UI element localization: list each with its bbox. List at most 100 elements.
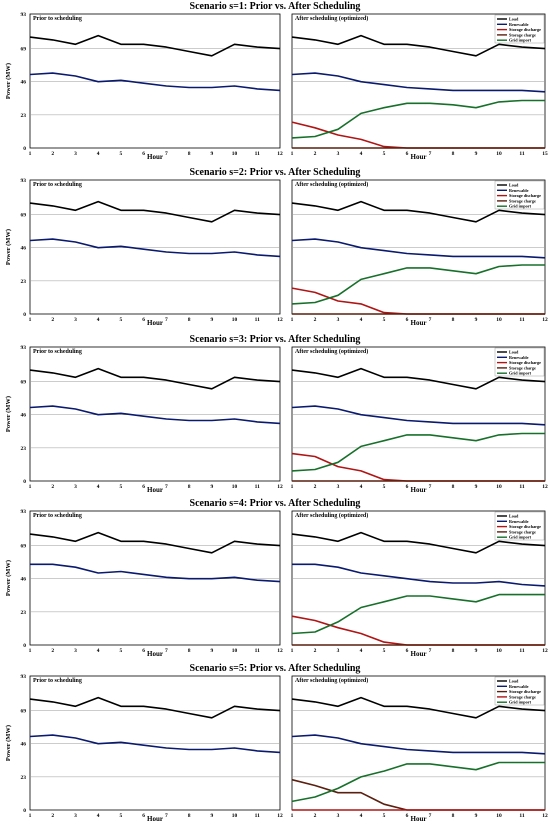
panel-title: After scheduling (optimized) [295, 15, 368, 22]
x-tick-label: 2 [51, 813, 54, 819]
scenario-title: Scenario s=3: Prior vs. After Scheduling [190, 334, 361, 345]
legend-label: Grid import [509, 700, 532, 705]
series-line-grid-import [291, 99, 545, 139]
y-tick-label: 46 [21, 80, 27, 86]
y-tick-label: 23 [21, 446, 27, 452]
after-panel: 1 2 3 4 5 6 7 8 9 10 11 15 Hour After scheduling (opt… [291, 13, 548, 161]
x-tick-label: 5 [120, 484, 123, 490]
x-tick-label: 9 [475, 151, 478, 157]
x-tick-label: 4 [360, 484, 363, 490]
series-line-load [291, 367, 546, 390]
series-line-renewable [29, 405, 281, 425]
x-tick-label: 6 [406, 151, 409, 157]
legend-label: Load [509, 350, 519, 355]
series-line-renewable [29, 238, 281, 258]
x-tick-label: 10 [496, 648, 502, 654]
x-tick-label: 5 [383, 151, 386, 157]
x-tick-label: 7 [165, 484, 168, 490]
x-tick-label: 15 [542, 151, 548, 157]
x-axis-label: Hour [147, 650, 163, 658]
legend-label: Storage discharge [509, 27, 541, 32]
x-tick-label: 8 [188, 317, 191, 323]
x-tick-label: 12 [542, 317, 548, 323]
x-tick-label: 3 [337, 648, 340, 654]
x-tick-label: 3 [74, 151, 77, 157]
y-axis-label: Power (MW) [5, 560, 12, 596]
y-tick-label: 69 [21, 47, 27, 53]
panel-title: Prior to scheduling [33, 513, 82, 519]
y-tick-label: 46 [21, 577, 27, 583]
plot-frame [29, 675, 281, 811]
y-axis-label: Power (MW) [5, 63, 12, 99]
x-tick-label: 5 [383, 813, 386, 819]
x-axis-label: Hour [411, 486, 427, 494]
legend-label: Renewable [509, 188, 529, 193]
y-tick-label: 0 [23, 808, 26, 814]
scenario-4: Scenario s=4: Prior vs. After Scheduling… [5, 498, 548, 658]
series-line-grid-import [291, 432, 545, 472]
plot-frame [29, 179, 281, 315]
series-line-load [29, 200, 281, 223]
x-tick-label: 10 [232, 484, 238, 490]
x-tick-label: 2 [314, 813, 317, 819]
x-tick-label: 10 [232, 317, 238, 323]
y-tick-label: 0 [23, 146, 26, 152]
x-tick-label: 2 [314, 151, 317, 157]
x-tick-label: 12 [277, 484, 283, 490]
x-tick-label: 7 [165, 813, 168, 819]
x-tick-label: 5 [120, 648, 123, 654]
legend-label: Load [509, 514, 519, 519]
y-axis-label: Power (MW) [5, 229, 12, 265]
x-tick-label: 10 [232, 648, 238, 654]
y-tick-label: 0 [23, 479, 26, 485]
legend-label: Grid import [509, 535, 532, 540]
series-line-renewable [30, 563, 281, 583]
x-tick-label: 2 [51, 317, 54, 323]
legend-label: Storage discharge [509, 360, 541, 365]
x-tick-label: 4 [360, 813, 363, 819]
panel-title: After scheduling (optimized) [295, 181, 368, 188]
panel-title: After scheduling (optimized) [295, 677, 368, 684]
y-axis-label: Power (MW) [5, 396, 12, 432]
x-tick-label: 8 [452, 484, 455, 490]
legend-label: Storage discharge [509, 193, 541, 198]
x-tick-label: 11 [519, 813, 524, 819]
x-tick-label: 5 [383, 484, 386, 490]
legend-label: Load [509, 679, 519, 684]
x-tick-label: 1 [29, 648, 32, 654]
series-line-load [29, 531, 281, 554]
x-tick-label: 5 [383, 317, 386, 323]
x-tick-label: 7 [429, 813, 432, 819]
x-tick-label: 11 [519, 648, 524, 654]
x-tick-label: 6 [406, 484, 409, 490]
x-tick-label: 5 [383, 648, 386, 654]
y-tick-label: 69 [21, 380, 27, 386]
series-line-load [291, 34, 546, 57]
x-tick-label: 4 [97, 317, 100, 323]
y-tick-label: 69 [21, 213, 27, 219]
x-axis-label: Hour [147, 319, 163, 327]
y-tick-label: 46 [21, 413, 27, 419]
series-line-grid-import [291, 593, 545, 635]
x-tick-label: 7 [165, 317, 168, 323]
x-tick-label: 8 [452, 813, 455, 819]
x-tick-label: 7 [429, 648, 432, 654]
x-tick-label: 9 [210, 317, 213, 323]
x-axis-label: Hour [411, 815, 427, 823]
x-tick-label: 4 [97, 484, 100, 490]
x-tick-label: 8 [452, 648, 455, 654]
legend-label: Load [509, 17, 519, 22]
legend-label: Grid import [509, 204, 532, 209]
panel-title: Prior to scheduling [33, 678, 82, 684]
legend-label: Grid import [509, 371, 532, 376]
y-axis-label: Power (MW) [5, 725, 12, 761]
x-tick-label: 2 [314, 648, 317, 654]
x-axis-label: Hour [411, 153, 427, 161]
